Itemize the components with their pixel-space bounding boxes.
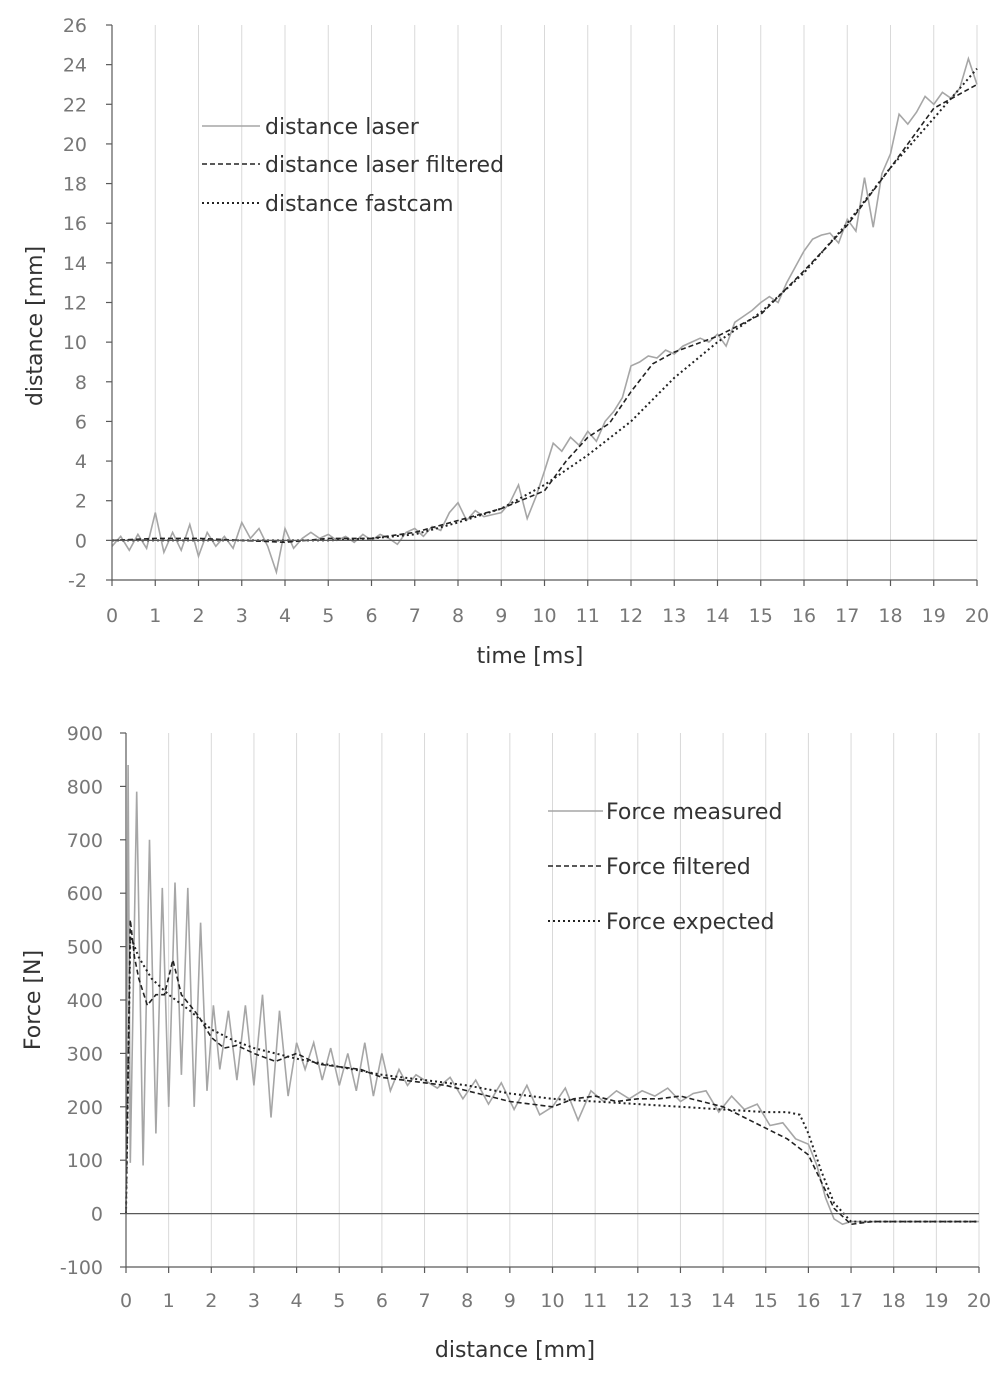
x-tick-label: 13 — [662, 605, 686, 627]
y-tick-label: 200 — [67, 1097, 103, 1119]
x-tick-label: 15 — [754, 1290, 778, 1312]
y-tick-label: 6 — [75, 411, 87, 433]
grid — [125, 733, 980, 1267]
legend: distance laser distance laser filtered d… — [202, 115, 504, 217]
y-tick-label: 800 — [67, 776, 103, 798]
y-tick-label: 20 — [63, 134, 87, 156]
legend-label-distance-laser-filtered: distance laser filtered — [265, 153, 504, 178]
series-line-force-filtered — [125, 919, 979, 1226]
x-tick-label: 8 — [461, 1290, 473, 1312]
x-axis-label: time [ms] — [477, 644, 584, 669]
x-tick-label: 18 — [882, 1290, 906, 1312]
tick-labels: 0 1 2 3 4 5 6 7 8 9 10 11 12 13 14 15 16 17 18 19 20-2024681… — [63, 15, 989, 627]
x-tick-label: 11 — [583, 1290, 607, 1312]
legend-label-force-filtered: Force filtered — [606, 855, 751, 880]
y-tick-label: 10 — [63, 332, 87, 354]
x-tick-label: 8 — [452, 605, 464, 627]
x-tick-label: 9 — [495, 605, 507, 627]
x-tick-label: 15 — [749, 605, 773, 627]
x-tick-label: 16 — [796, 1290, 820, 1312]
x-tick-label: 2 — [205, 1290, 217, 1312]
legend-label-force-expected: Force expected — [606, 910, 774, 935]
y-tick-label: -100 — [60, 1257, 103, 1279]
tick-labels: 0 1 2 3 4 5 6 7 8 9 10 11 12 13 14 15 16 17 18 19 20-1000100… — [60, 723, 991, 1312]
x-tick-label: 13 — [668, 1290, 692, 1312]
y-tick-label: 300 — [67, 1043, 103, 1065]
series-line-distance-laser-filtered — [111, 83, 978, 544]
x-tick-label: 1 — [163, 1290, 175, 1312]
x-tick-label: 14 — [711, 1290, 735, 1312]
y-tick-label: -2 — [68, 570, 87, 592]
axes — [106, 24, 978, 586]
x-tick-label: 3 — [248, 1290, 260, 1312]
x-tick-label: 3 — [236, 605, 248, 627]
y-tick-label: 14 — [63, 253, 87, 275]
x-tick-label: 9 — [504, 1290, 516, 1312]
y-tick-label: 4 — [75, 451, 87, 473]
y-tick-label: 100 — [67, 1150, 103, 1172]
y-tick-label: 0 — [75, 530, 87, 552]
x-tick-label: 19 — [924, 1290, 948, 1312]
y-tick-label: 26 — [63, 15, 87, 37]
y-tick-label: 500 — [67, 937, 103, 959]
x-tick-label: 18 — [878, 605, 902, 627]
x-tick-label: 1 — [149, 605, 161, 627]
legend: Force measured Force filtered Force expe… — [548, 800, 782, 935]
x-tick-label: 0 — [120, 1290, 132, 1312]
x-tick-label: 20 — [965, 605, 989, 627]
y-tick-label: 700 — [67, 830, 103, 852]
grid — [111, 25, 978, 580]
x-tick-label: 5 — [333, 1290, 345, 1312]
series-line-distance-laser — [111, 56, 978, 576]
x-tick-label: 19 — [922, 605, 946, 627]
x-axis-label: distance [mm] — [435, 1338, 595, 1363]
y-tick-label: 22 — [63, 94, 87, 116]
y-tick-label: 16 — [63, 213, 87, 235]
distance-time-chart: 0 1 2 3 4 5 6 7 8 9 10 11 12 13 14 15 16 17 18 19 20-2024681… — [23, 15, 989, 669]
x-tick-label: 10 — [540, 1290, 564, 1312]
plot-series — [111, 56, 978, 576]
x-tick-label: 16 — [792, 605, 816, 627]
x-tick-label: 6 — [376, 1290, 388, 1312]
y-axis-label: Force [N] — [21, 950, 46, 1050]
x-tick-label: 12 — [619, 605, 643, 627]
y-tick-label: 0 — [91, 1204, 103, 1226]
x-tick-label: 5 — [322, 605, 334, 627]
axes — [120, 732, 980, 1273]
y-tick-label: 8 — [75, 372, 87, 394]
x-tick-label: 10 — [532, 605, 556, 627]
plot-series — [125, 764, 979, 1226]
legend-label-force-measured: Force measured — [606, 800, 782, 825]
x-tick-label: 14 — [705, 605, 729, 627]
y-tick-label: 12 — [63, 293, 87, 315]
y-axis-label: distance [mm] — [23, 246, 48, 406]
legend-label-distance-laser: distance laser — [265, 115, 420, 140]
x-tick-label: 6 — [365, 605, 377, 627]
x-tick-label: 0 — [106, 605, 118, 627]
x-tick-label: 2 — [192, 605, 204, 627]
force-distance-chart: 0 1 2 3 4 5 6 7 8 9 10 11 12 13 14 15 16 17 18 19 20-1000100… — [21, 723, 991, 1363]
x-tick-label: 4 — [291, 1290, 303, 1312]
x-tick-label: 12 — [626, 1290, 650, 1312]
y-tick-label: 24 — [63, 55, 87, 77]
y-tick-label: 900 — [67, 723, 103, 745]
y-tick-label: 600 — [67, 883, 103, 905]
x-tick-label: 4 — [279, 605, 291, 627]
x-tick-label: 20 — [967, 1290, 991, 1312]
x-tick-label: 17 — [835, 605, 859, 627]
x-tick-label: 17 — [839, 1290, 863, 1312]
x-tick-label: 11 — [576, 605, 600, 627]
series-line-force-expected — [125, 935, 979, 1223]
x-tick-label: 7 — [419, 1290, 431, 1312]
x-tick-label: 7 — [409, 605, 421, 627]
legend-label-distance-fastcam: distance fastcam — [265, 192, 454, 217]
y-tick-label: 18 — [63, 174, 87, 196]
y-tick-label: 400 — [67, 990, 103, 1012]
y-tick-label: 2 — [75, 491, 87, 513]
